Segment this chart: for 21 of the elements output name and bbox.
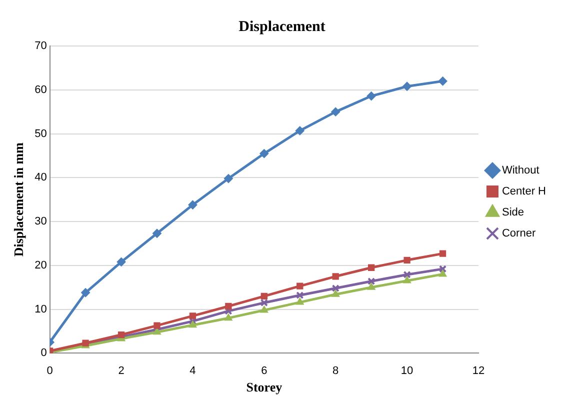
y-tick-label: 70 bbox=[34, 40, 47, 52]
y-axis-title: Displacement in mm bbox=[11, 142, 26, 257]
x-tick-label: 8 bbox=[332, 364, 339, 377]
y-tick-label: 0 bbox=[40, 347, 47, 360]
legend-label: Without bbox=[502, 164, 540, 177]
y-tick-label: 20 bbox=[34, 259, 47, 272]
legend-label: Side bbox=[502, 206, 524, 219]
legend-label: Center H bbox=[502, 186, 546, 198]
chart-title: Displacement bbox=[238, 18, 326, 35]
x-tick-label: 12 bbox=[472, 364, 485, 377]
x-tick-label: 2 bbox=[118, 364, 124, 377]
legend-label: Corner bbox=[502, 228, 536, 240]
y-tick-label: 60 bbox=[34, 84, 47, 96]
y-tick-label: 10 bbox=[34, 303, 47, 316]
y-tick-label: 30 bbox=[34, 216, 47, 228]
x-tick-label: 10 bbox=[400, 364, 414, 377]
y-tick-label: 50 bbox=[34, 128, 47, 140]
x-axis-title: Storey bbox=[246, 380, 283, 395]
x-tick-label: 6 bbox=[261, 364, 268, 377]
x-tick-label: 4 bbox=[190, 364, 196, 377]
y-tick-label: 40 bbox=[34, 172, 47, 184]
